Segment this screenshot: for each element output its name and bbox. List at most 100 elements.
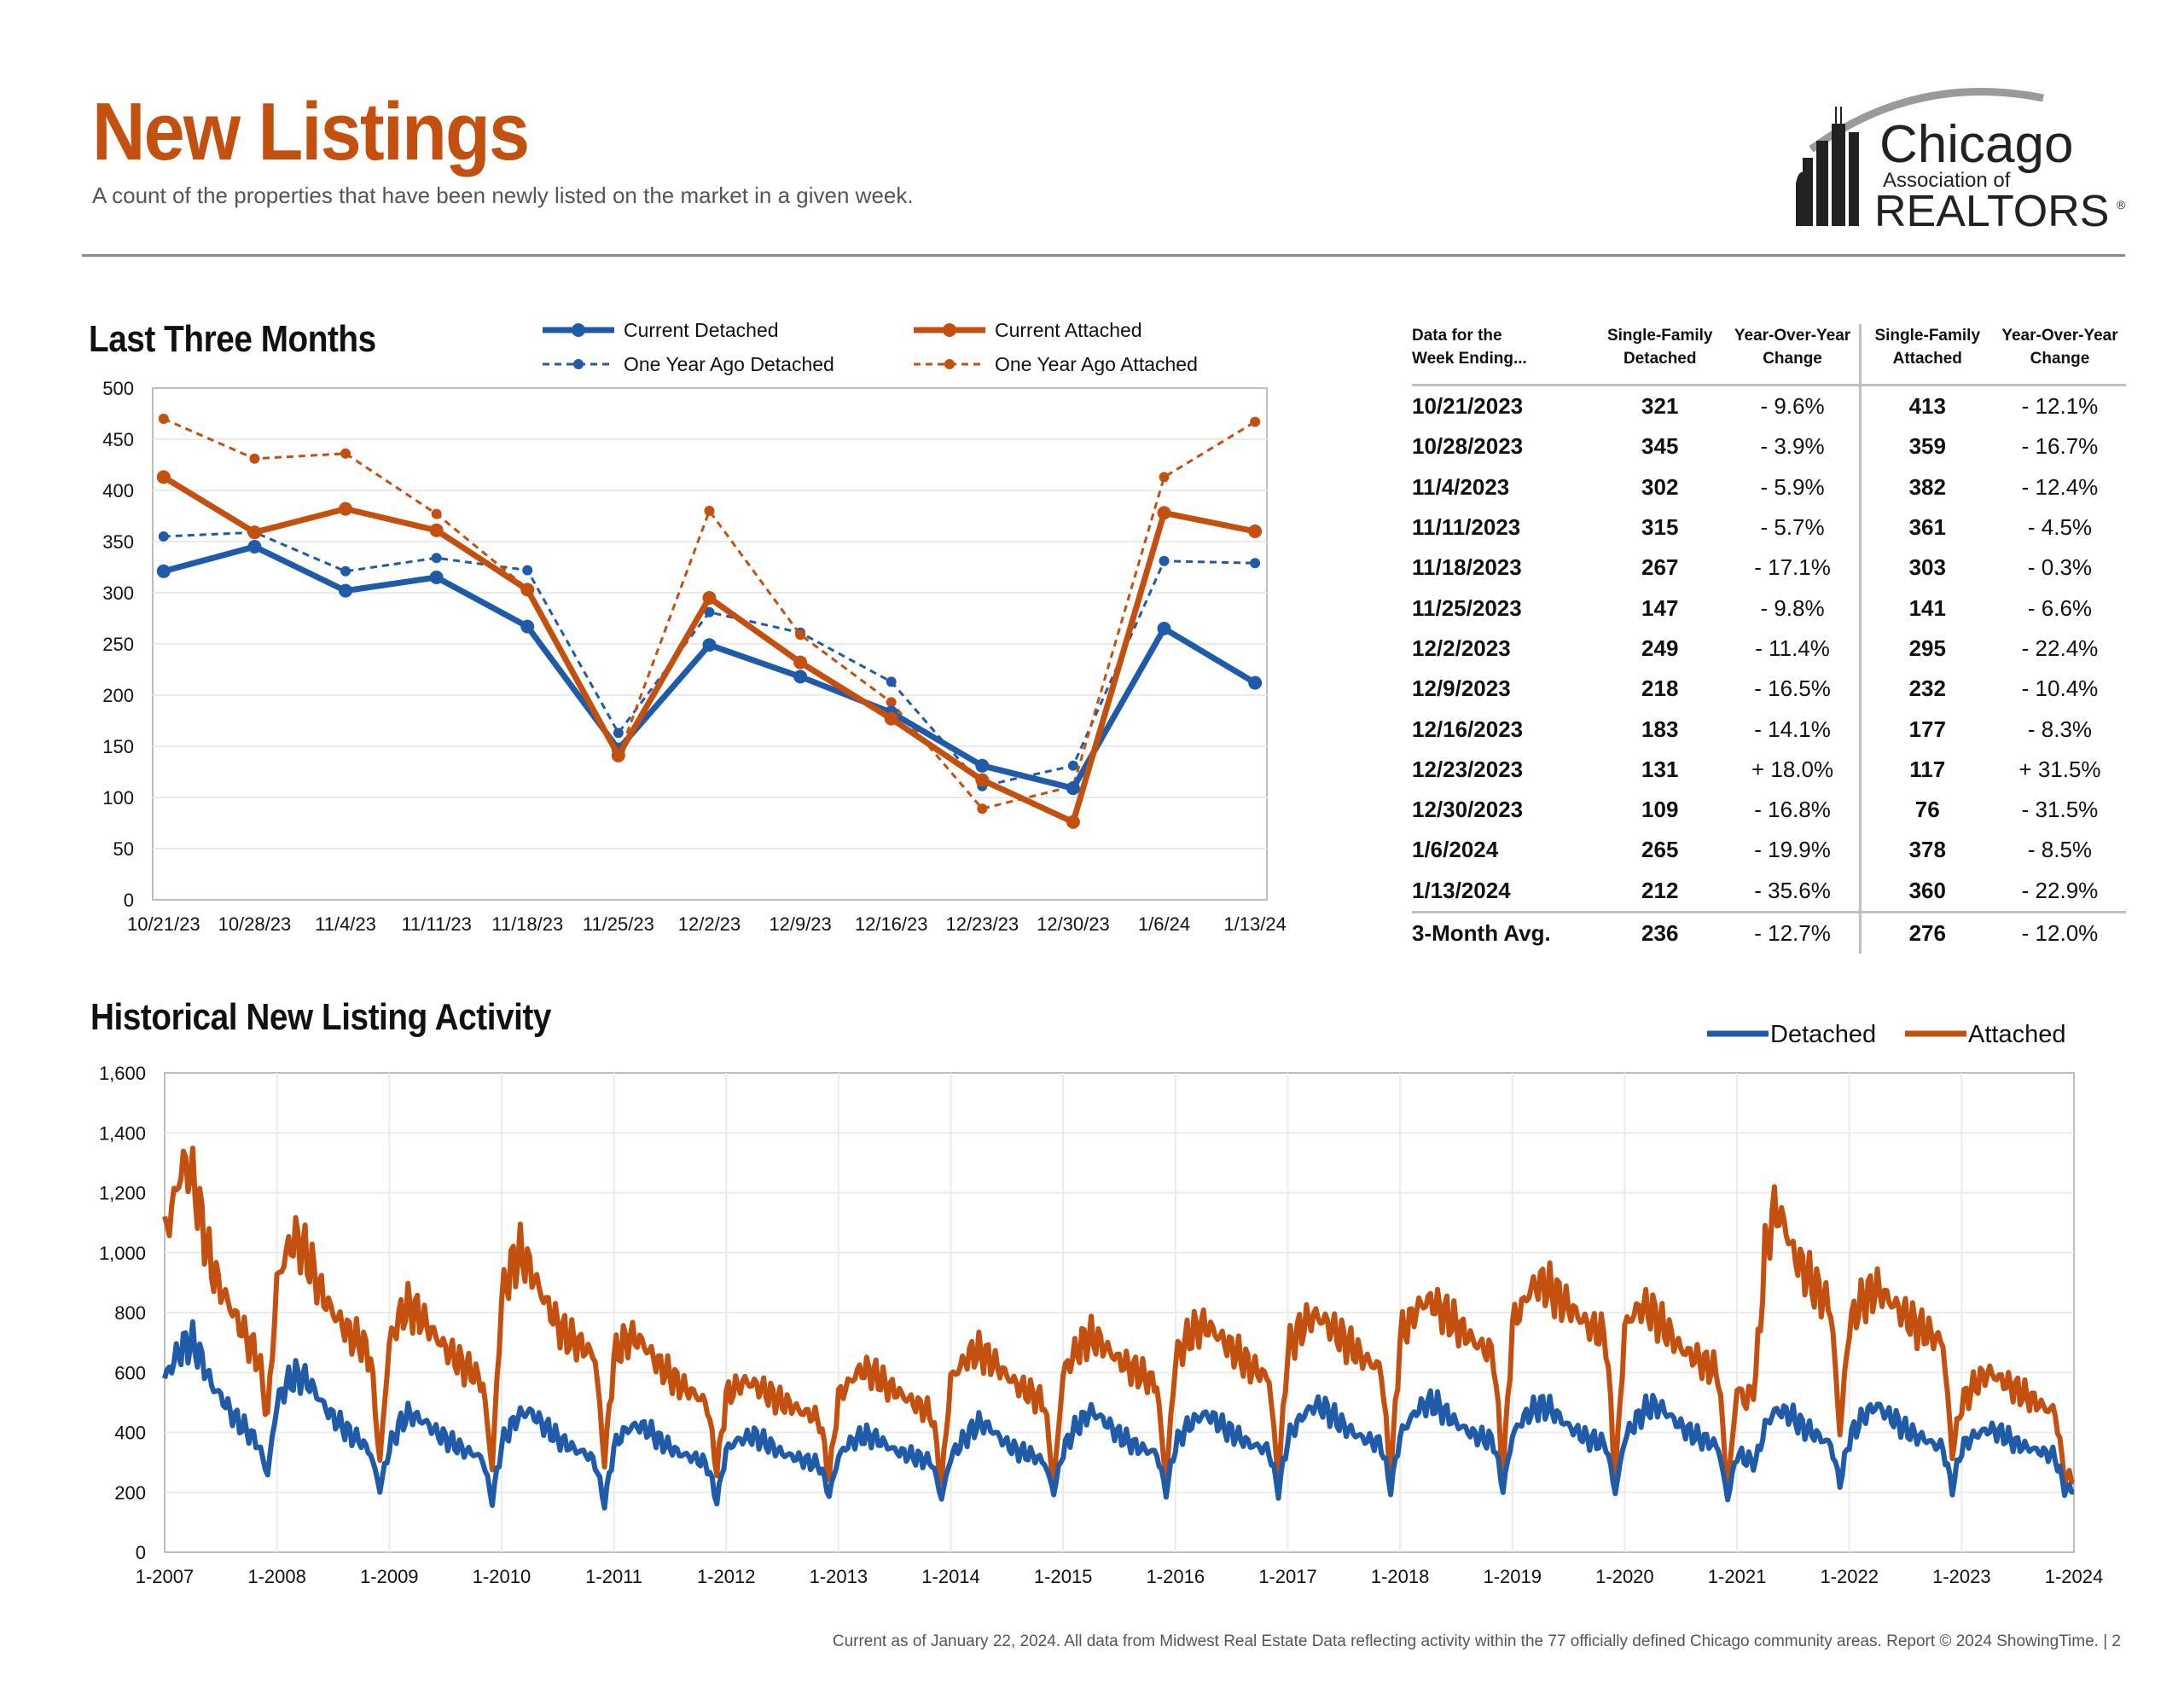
table-row: 12/9/2023 218 - 16.5% 232 - 10.4% [1412, 669, 2126, 710]
table-cell: 12/9/2023 [1412, 675, 1511, 702]
table-cell: 147 [1641, 594, 1679, 621]
table-cell: 295 [1858, 628, 1994, 670]
table-cell: 276 [1858, 910, 1994, 954]
table-row: 12/30/2023 109 - 16.8% 76 - 31.5% [1412, 789, 2126, 831]
chart2-y-tick-label: 200 [114, 1482, 146, 1504]
table-cell: 361 [1858, 507, 1994, 548]
chart1-x-tick-label: 10/28/23 [218, 913, 292, 935]
chart1-point-1-0 [156, 470, 171, 484]
chart2-y-tick-label: 400 [114, 1423, 146, 1444]
chart1-point-2-11 [1159, 555, 1170, 566]
table-cell: 3-Month Avg. [1412, 910, 1594, 954]
chart1-point-0-4 [520, 619, 535, 634]
chart2-x-tick-label: 1-2023 [1932, 1566, 1991, 1587]
table-header-0: Data for the Week Ending... [1412, 324, 1594, 386]
chart1-x-tick-label: 1/6/24 [1138, 913, 1190, 935]
table-avg-row: 3-Month Avg. 236- 12.7% 276- 12.0% [1412, 910, 2126, 954]
table-cell: - 16.8% [1754, 797, 1831, 823]
table-cell: + 18.0% [1751, 756, 1834, 782]
table-cell: - 19.9% [1754, 837, 1831, 863]
chart1-point-0-9 [975, 758, 990, 773]
chart2-x-tick-label: 1-2021 [1708, 1566, 1767, 1587]
chart1-point-1-2 [339, 501, 353, 516]
table-cell: - 14.1% [1754, 716, 1831, 742]
chart2-y-tick-label: 1,200 [99, 1183, 146, 1204]
chart1-point-0-1 [247, 540, 262, 554]
table-cell: - 31.5% [2021, 797, 2099, 823]
chart1-legend-marker-2 [573, 359, 584, 369]
table-cell: - 8.5% [2027, 837, 2093, 863]
table-cell: - 35.6% [1754, 877, 1831, 903]
table-cell: - 3.9% [1760, 433, 1825, 460]
table-row: 10/21/2023 321 - 9.6% 413 - 12.1% [1412, 385, 2126, 427]
chart2-x-tick-label: 1-2018 [1371, 1566, 1430, 1587]
chart1-point-2-8 [886, 676, 897, 687]
chart1-point-1-12 [1248, 525, 1263, 538]
chart1-y-tick-label: 100 [102, 787, 134, 809]
table-cell: - 8.3% [2027, 716, 2093, 742]
chart1-x-tick-label: 12/16/23 [855, 913, 928, 935]
table-cell: 11/18/2023 [1412, 554, 1522, 581]
table-cell: 232 [1858, 669, 1994, 710]
table-cell: + 31.5% [2018, 756, 2101, 782]
chart1-point-3-7 [795, 629, 806, 641]
chart2-series-line-detached [162, 1319, 2075, 1511]
chart2-x-tick-label: 1-2013 [810, 1566, 868, 1587]
weekly-data-table: Data for the Week Ending... Single-Family D… [1412, 324, 2126, 954]
table-cell: 10/21/2023 [1412, 393, 1524, 420]
chart1-point-1-5 [611, 748, 625, 762]
table-cell: 109 [1641, 797, 1679, 823]
chart1-point-1-8 [884, 711, 898, 726]
chart1-point-2-5 [613, 728, 624, 739]
table-cell: 303 [1858, 548, 1994, 588]
chart2-x-tick-label: 1-2014 [921, 1566, 980, 1587]
table-row: 1/13/2024 212 - 35.6% 360 - 22.9% [1412, 870, 2126, 913]
chart2-x-tick-label: 1-2008 [247, 1566, 306, 1587]
chart1-y-tick-label: 450 [102, 429, 134, 450]
logo-word-association: Association of [1883, 169, 2011, 192]
chart1-legend-label-2: One Year Ago Detached [624, 353, 834, 375]
chart1-point-1-7 [793, 655, 808, 670]
section-title-last-three-months: Last Three Months [89, 318, 376, 360]
chart1-point-3-11 [1159, 472, 1170, 483]
table-header-2: Year-Over-Year Change [1726, 324, 1861, 386]
chart1-x-tick-label: 11/25/23 [583, 913, 654, 935]
table-row: 12/16/2023 183 - 14.1% 177 - 8.3% [1412, 709, 2126, 750]
chart1-point-2-0 [158, 531, 169, 542]
chart2-legend-label-1: Attached [1968, 1021, 2065, 1048]
table-cell: 12/2/2023 [1412, 635, 1511, 661]
chart1-x-tick-label: 12/23/23 [945, 913, 1019, 935]
chart1-x-tick-label: 12/9/23 [769, 913, 831, 935]
last-three-months-chart: 0 50 100 150 200 250 300 350 400 450 500 10/21/23 10… [102, 319, 1287, 935]
page-title: New Listings [92, 86, 530, 177]
table-cell: - 22.9% [2021, 877, 2099, 903]
chart1-point-0-11 [1157, 622, 1171, 635]
chart1-y-tick-label: 300 [102, 583, 134, 604]
table-cell: - 10.4% [2021, 675, 2099, 702]
chart1-point-1-6 [702, 591, 717, 605]
chart1-x-tick-label: 10/21/23 [127, 913, 200, 935]
chart2-x-tick-label: 1-2022 [1820, 1566, 1879, 1587]
table-header-3: Single-Family Attached [1858, 324, 1994, 386]
table-cell: 11/11/2023 [1412, 514, 1521, 541]
table-cell: - 22.4% [2021, 635, 2099, 661]
chart1-legend-label-3: One Year Ago Attached [995, 353, 1198, 375]
chart1-x-tick-label: 11/18/23 [491, 913, 563, 935]
chart2-legend-label-0: Detached [1770, 1021, 1876, 1048]
table-row: 1/6/2024 265 - 19.9% 378 - 8.5% [1412, 830, 2126, 871]
chart1-point-3-2 [340, 448, 351, 459]
chart1-y-tick-label: 0 [124, 890, 134, 911]
table-cell: 378 [1858, 830, 1994, 871]
table-cell: - 17.1% [1754, 554, 1831, 581]
table-cell: 249 [1641, 635, 1679, 661]
chart2-x-tick-label: 1-2007 [136, 1566, 195, 1587]
table-cell: 11/4/2023 [1412, 473, 1510, 500]
chart1-point-0-2 [339, 583, 353, 598]
chart1-point-0-6 [702, 638, 717, 652]
table-cell: 1/13/2024 [1412, 877, 1511, 903]
table-cell: 10/28/2023 [1412, 433, 1524, 460]
chart1-point-2-10 [1067, 760, 1078, 771]
logo-registered-mark: ® [2117, 198, 2126, 212]
chart1-point-3-12 [1250, 416, 1261, 427]
table-cell: 267 [1641, 554, 1679, 581]
